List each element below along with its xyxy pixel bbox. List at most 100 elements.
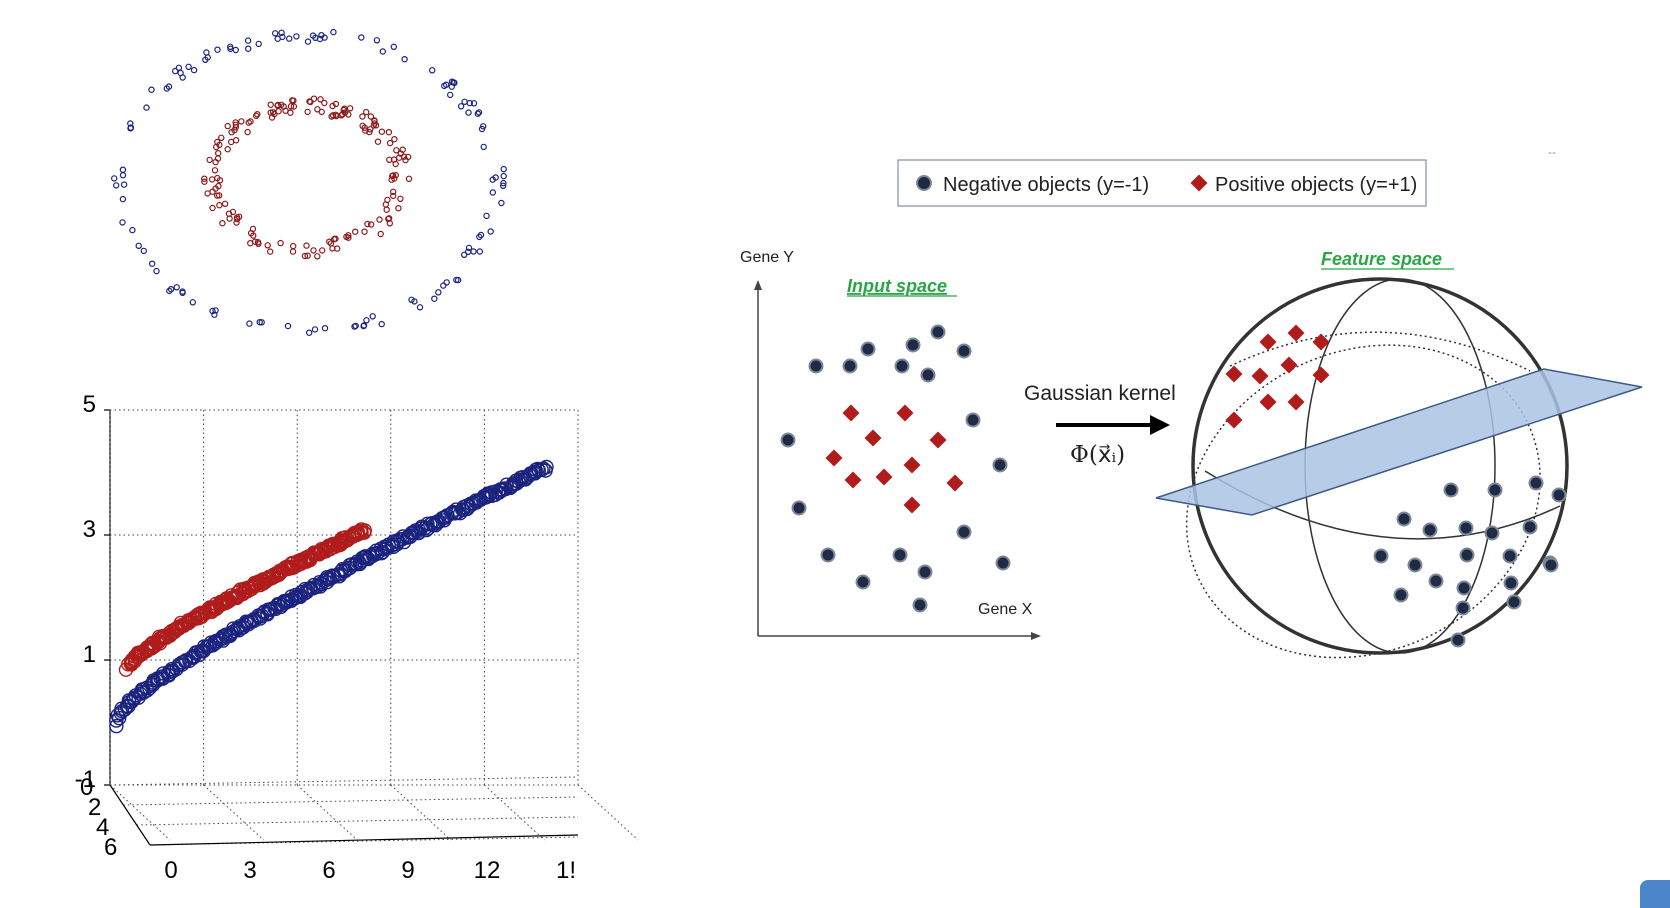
- outer-ring-point: [489, 189, 496, 196]
- negative-point: [855, 574, 871, 590]
- inner-ring-point: [377, 230, 384, 238]
- inner-ring-point: [395, 204, 402, 212]
- blue-series-point: [536, 461, 551, 476]
- inner-ring-point: [201, 178, 208, 185]
- feature-negative-point: [1396, 511, 1412, 527]
- inner-ring-point: [352, 228, 359, 235]
- feature-sphere: [1155, 277, 1643, 659]
- outer-ring-point: [166, 287, 173, 295]
- outer-ring-point: [127, 124, 135, 131]
- outer-ring-point: [255, 40, 262, 48]
- inner-ring-point: [275, 107, 282, 115]
- negative-point: [791, 500, 807, 516]
- inner-ring-point: [289, 97, 296, 104]
- feature-negative-point: [1373, 548, 1389, 564]
- negative-point: [956, 524, 972, 540]
- outer-ring-point: [475, 109, 483, 116]
- feature-positive-point: [1280, 356, 1298, 374]
- legend-negative-marker: [916, 175, 932, 191]
- feature-positive-point: [1225, 411, 1243, 429]
- y-tick-label: 3: [83, 516, 96, 543]
- inner-ring-point: [226, 215, 233, 222]
- inner-ring-point: [310, 95, 318, 102]
- inner-ring-point: [376, 216, 383, 223]
- outer-ring-point: [272, 30, 279, 37]
- inner-ring-point: [290, 242, 297, 250]
- inner-ring-point: [233, 214, 241, 221]
- outer-ring-point: [408, 296, 415, 303]
- floor-gridline: [136, 816, 579, 826]
- positive-point: [929, 431, 947, 449]
- outer-ring-point: [148, 260, 156, 267]
- inner-ring-point: [232, 121, 240, 129]
- inner-ring-point: [245, 119, 252, 126]
- negative-point: [992, 457, 1008, 473]
- inner-ring-point: [382, 201, 389, 208]
- feature-negative-point: [1459, 547, 1475, 563]
- feature-negative-point: [1487, 482, 1503, 498]
- inner-ring-point: [321, 99, 328, 107]
- inner-ring-point: [219, 219, 226, 227]
- feature-positive-point: [1251, 367, 1269, 385]
- z-tick-label: 0: [80, 774, 93, 801]
- feature-negative-point: [1458, 520, 1474, 536]
- inner-ring-point: [254, 110, 261, 118]
- negative-point: [920, 367, 936, 383]
- inner-ring-point: [341, 109, 349, 116]
- inner-ring-point: [306, 98, 313, 105]
- inner-ring-point: [274, 101, 282, 109]
- input-y-arrow: [754, 280, 762, 290]
- x-tick-label: 12: [474, 857, 501, 884]
- outer-ring-point: [461, 98, 468, 106]
- outer-ring-point: [500, 182, 507, 189]
- sphere-dotted-parallel: [1229, 331, 1531, 372]
- feature-negative-point: [1443, 482, 1459, 498]
- outer-ring-point: [304, 38, 312, 45]
- inner-ring-point: [341, 105, 348, 112]
- negative-point: [860, 341, 876, 357]
- inner-ring-point: [397, 195, 404, 202]
- z-tick-label: 4: [96, 814, 109, 841]
- inner-ring-point: [247, 229, 255, 237]
- inner-ring-point: [363, 108, 370, 116]
- outer-ring-point: [153, 267, 160, 275]
- separating-hyperplane: [1155, 368, 1643, 516]
- outer-ring-point: [119, 219, 126, 226]
- inner-ring-point: [209, 204, 216, 212]
- inner-ring-point: [304, 108, 311, 116]
- inner-ring-point: [290, 103, 298, 110]
- inner-ring-point: [310, 247, 317, 254]
- positive-point: [842, 404, 860, 422]
- outer-ring-point: [173, 284, 180, 291]
- legend-box: [897, 159, 1427, 207]
- outer-ring-point: [498, 199, 505, 207]
- outer-ring-point: [175, 64, 183, 72]
- feature-negative-point: [1522, 519, 1538, 535]
- outer-ring-point: [232, 46, 239, 54]
- kernel-arrow-head: [1150, 415, 1170, 435]
- inner-ring-point: [224, 122, 231, 130]
- inner-ring-point: [383, 206, 390, 213]
- inner-ring-point: [212, 185, 219, 192]
- kernel-label: Gaussian kernel: [1024, 382, 1176, 405]
- inner-ring-point: [346, 105, 354, 112]
- outer-ring-point: [256, 319, 263, 326]
- feature-negative-point: [1422, 522, 1438, 538]
- outer-ring-point: [416, 304, 424, 311]
- corner-mark: --: [1548, 145, 1556, 159]
- outer-ring-point: [311, 326, 319, 333]
- input-space-title: Input space: [847, 276, 947, 296]
- positive-point: [844, 471, 862, 489]
- floor-depth-line: [577, 784, 639, 841]
- outer-ring-point: [466, 99, 473, 107]
- outer-ring-point: [212, 307, 219, 314]
- inner-ring-point: [206, 156, 213, 164]
- inner-ring-point: [211, 167, 219, 174]
- input-x-arrow: [1031, 632, 1041, 640]
- negative-point: [917, 564, 933, 580]
- feature-positive-point: [1259, 393, 1277, 411]
- legend-negative-label: Negative objects (y=-1): [943, 174, 1149, 196]
- inner-ring-point: [391, 135, 398, 143]
- outer-ring-point: [378, 320, 385, 328]
